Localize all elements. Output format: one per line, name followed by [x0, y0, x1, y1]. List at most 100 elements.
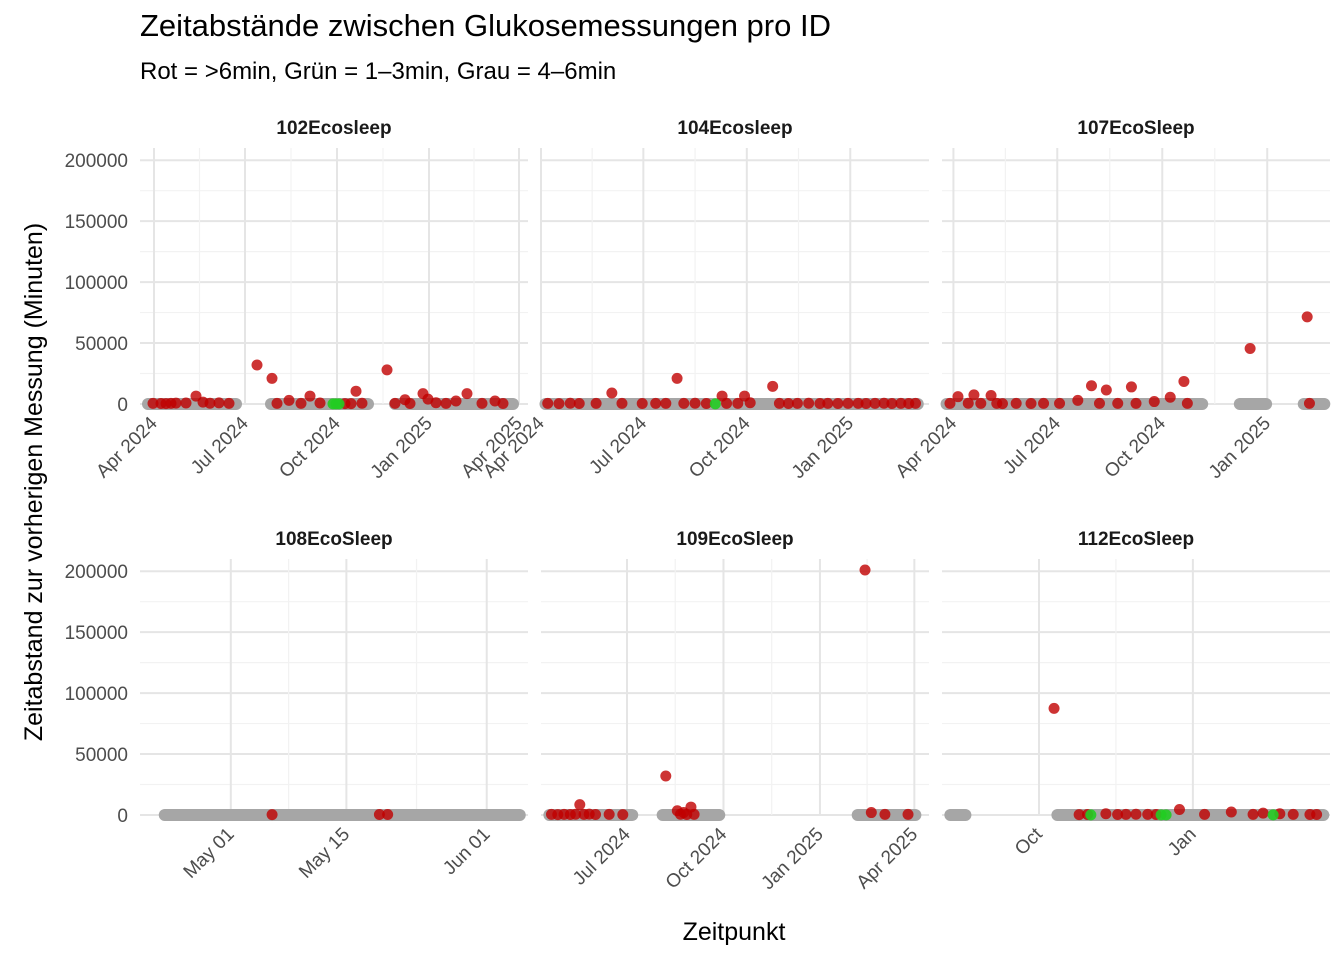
green-point: [1085, 809, 1097, 821]
x-tick-label: Apr 2024: [92, 413, 162, 483]
red-point: [440, 397, 452, 409]
x-tick-label: Jul 2024: [999, 413, 1065, 479]
red-point: [304, 390, 316, 402]
red-point: [314, 397, 326, 409]
red-point: [865, 807, 877, 819]
red-point: [564, 397, 576, 409]
red-point: [886, 398, 898, 410]
red-point: [617, 809, 629, 821]
red-point: [553, 398, 565, 410]
y-tick-label: 150000: [65, 623, 128, 644]
red-point: [1025, 398, 1037, 410]
x-tick-label: Apr 2024: [892, 413, 962, 483]
red-point: [842, 397, 854, 409]
red-point: [814, 398, 826, 410]
red-point: [1038, 397, 1050, 409]
x-tick-label: Jan: [1164, 824, 1201, 861]
red-point: [590, 397, 602, 409]
red-point: [1247, 808, 1259, 820]
red-point: [689, 397, 701, 409]
y-tick-label: 200000: [65, 562, 128, 583]
red-point: [832, 398, 844, 410]
red-point: [1100, 384, 1112, 396]
red-point: [1287, 808, 1299, 820]
red-point: [1199, 808, 1211, 820]
red-point: [996, 398, 1008, 410]
red-point: [1010, 397, 1022, 409]
x-axis-title: Zeitpunkt: [683, 918, 786, 946]
x-tick-label: Oct 2024: [1101, 413, 1171, 483]
red-point: [1181, 397, 1193, 409]
red-point: [213, 397, 225, 409]
facet-strip-label: 102Ecosleep: [276, 118, 391, 139]
red-point: [650, 397, 662, 409]
red-point: [636, 398, 648, 410]
x-tick-label: Oct: [1011, 823, 1047, 859]
red-point: [476, 397, 488, 409]
red-point: [688, 808, 700, 820]
red-point: [266, 372, 278, 384]
facet-strip-label: 109EcoSleep: [676, 529, 793, 550]
facet-panel-108EcoSleep: 108EcoSleep 0 50000 100000 150000 200000 May 0…: [65, 529, 528, 883]
red-point: [975, 397, 987, 409]
red-point: [381, 364, 393, 376]
red-point: [944, 397, 956, 409]
chart-title: Zeitabstände zwischen Glukosemessungen p…: [140, 8, 831, 43]
facet-strip-label: 107EcoSleep: [1077, 118, 1194, 139]
x-tick-label: Jul 2024: [585, 413, 651, 479]
y-tick-label: 100000: [65, 273, 128, 294]
facet-panel-107EcoSleep: 107EcoSleep Apr 2024 Jul 2024 Oct 2024 Jan 2…: [892, 118, 1331, 483]
green-point: [333, 398, 345, 410]
facet-strip-label: 104Ecosleep: [677, 118, 792, 139]
chart-subtitle: Rot = >6min, Grün = 1–3min, Grau = 4–6mi…: [140, 58, 617, 85]
facet-panel-102Ecosleep: 102Ecosleep 0 50000 100000 150000 200000 Apr 2…: [65, 118, 528, 483]
red-point: [1164, 391, 1176, 403]
x-tick-label: Jul 2024: [187, 413, 253, 479]
red-point: [271, 397, 283, 409]
red-point: [1112, 397, 1124, 409]
red-point: [1073, 809, 1085, 821]
red-point: [878, 397, 890, 409]
red-point: [223, 397, 235, 409]
red-point: [1085, 380, 1097, 392]
red-point: [204, 397, 216, 409]
red-point: [968, 389, 980, 401]
red-point: [1130, 397, 1142, 409]
red-point: [1301, 311, 1313, 323]
red-point: [1093, 397, 1105, 409]
facet-panel-109EcoSleep: 109EcoSleep Jul 2024 Oct 2024 Jan 2025 Apr 2…: [541, 529, 929, 894]
red-point: [767, 380, 779, 392]
red-point: [542, 397, 554, 409]
red-point: [345, 398, 357, 410]
y-axis-title: Zeitabstand zur vorherigen Messung (Minu…: [20, 223, 48, 741]
facet-panel-112EcoSleep: 112EcoSleep Oct Jan: [942, 529, 1330, 860]
x-tick-label: May 01: [180, 824, 239, 883]
red-point: [450, 395, 462, 407]
red-point: [1303, 397, 1315, 409]
red-point: [678, 397, 690, 409]
red-point: [251, 359, 263, 371]
y-tick-label: 200000: [65, 151, 128, 172]
red-point: [1100, 808, 1112, 820]
x-tick-label: Apr 2025: [853, 824, 922, 893]
x-tick-label: Jul 2024: [569, 824, 635, 890]
red-point: [1244, 343, 1256, 355]
red-point: [430, 397, 442, 409]
red-point: [660, 770, 672, 782]
red-point: [721, 397, 733, 409]
red-point: [773, 397, 785, 409]
red-point: [671, 372, 683, 384]
red-point: [1142, 808, 1154, 820]
red-point: [700, 398, 712, 410]
red-point: [573, 398, 585, 410]
red-point: [952, 391, 964, 403]
red-point: [404, 398, 416, 410]
facet-strip-label: 112EcoSleep: [1078, 529, 1194, 550]
red-point: [350, 385, 362, 397]
red-point: [461, 388, 473, 400]
red-point: [590, 809, 602, 821]
red-point: [170, 397, 182, 409]
red-point: [1311, 809, 1323, 821]
red-point: [902, 808, 914, 820]
